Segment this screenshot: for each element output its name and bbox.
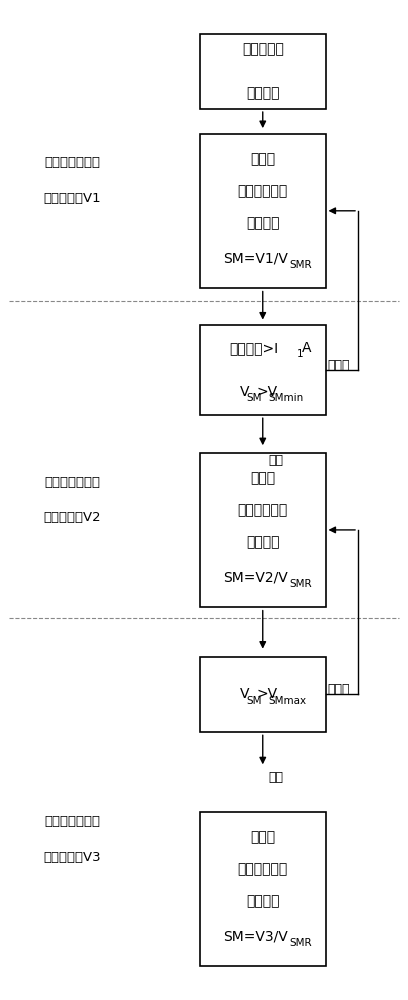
Text: SMmin: SMmin <box>268 393 304 403</box>
Text: A: A <box>302 341 311 355</box>
Text: 交流充电: 交流充电 <box>246 86 279 100</box>
Text: SMmax: SMmax <box>268 696 306 706</box>
Bar <box>200 134 326 288</box>
Text: SM=V1/V: SM=V1/V <box>223 252 288 266</box>
Bar <box>200 34 326 109</box>
Text: SMR: SMR <box>290 938 312 948</box>
Text: 不满足: 不满足 <box>328 683 350 696</box>
Bar <box>200 453 326 607</box>
Text: V: V <box>240 385 249 399</box>
Text: 桥臂电流>I: 桥臂电流>I <box>229 341 278 355</box>
Text: 直流电压为V3: 直流电压为V3 <box>44 851 101 864</box>
Text: SMR: SMR <box>290 579 312 589</box>
Text: 满足: 满足 <box>269 454 284 467</box>
Text: 无源端: 无源端 <box>250 830 275 844</box>
Text: 子模块数: 子模块数 <box>246 894 279 908</box>
Bar <box>200 657 326 732</box>
Text: 有源端降压解锁: 有源端降压解锁 <box>44 476 100 489</box>
Text: SM: SM <box>246 393 262 403</box>
Text: >V: >V <box>256 687 277 701</box>
Text: 直流电压为V1: 直流电压为V1 <box>44 192 101 205</box>
Text: 直流主动充电: 直流主动充电 <box>237 862 288 876</box>
Text: SMR: SMR <box>290 260 312 270</box>
Text: 直流主动充电: 直流主动充电 <box>237 503 288 517</box>
Bar <box>200 325 326 415</box>
Text: 直流主动充电: 直流主动充电 <box>237 184 288 198</box>
Text: SM=V2/V: SM=V2/V <box>223 571 288 585</box>
Text: 有源端全压解锁: 有源端全压解锁 <box>44 815 100 828</box>
Bar <box>200 812 326 966</box>
Text: 满足: 满足 <box>269 771 284 784</box>
Text: SM=V3/V: SM=V3/V <box>223 930 288 944</box>
Text: SM: SM <box>246 696 262 706</box>
Text: 有源端进入: 有源端进入 <box>242 42 284 56</box>
Text: 不满足: 不满足 <box>328 359 350 372</box>
Text: 有源端交流充电: 有源端交流充电 <box>44 156 100 169</box>
Text: 子模块数: 子模块数 <box>246 216 279 230</box>
Text: >V: >V <box>256 385 277 399</box>
Text: V: V <box>240 687 249 701</box>
Text: 无源端: 无源端 <box>250 152 275 166</box>
Text: 直流电压为V2: 直流电压为V2 <box>44 511 101 524</box>
Text: 1: 1 <box>297 349 304 359</box>
Text: 无源端: 无源端 <box>250 471 275 485</box>
Text: 子模块数: 子模块数 <box>246 535 279 549</box>
